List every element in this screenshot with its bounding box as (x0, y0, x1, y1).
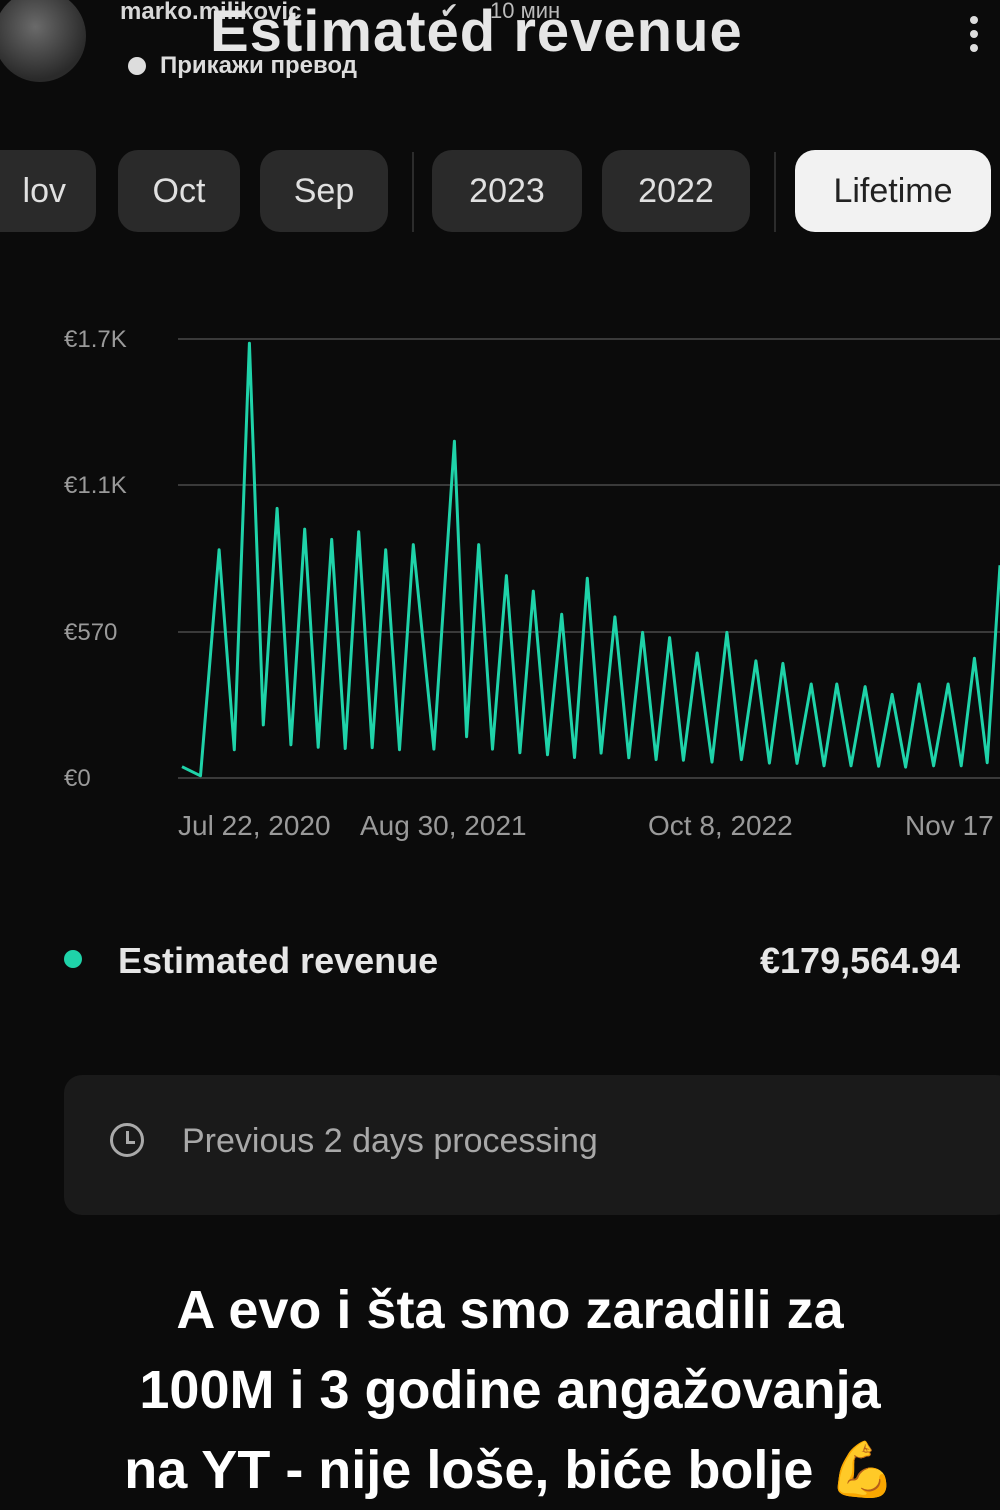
story-caption: A evo i šta smo zaradili za 100M i 3 god… (0, 1270, 1000, 1510)
y-tick-label: €570 (64, 619, 118, 646)
x-tick-label: Jul 22, 2020 (178, 810, 331, 841)
gridline (178, 338, 1000, 340)
translate-link[interactable]: Прикажи превод (128, 52, 357, 80)
username[interactable]: marko.milikovic (120, 0, 302, 25)
y-tick-label: €0 (64, 765, 91, 792)
gridline (178, 777, 1000, 779)
legend-dot (64, 950, 82, 968)
x-tick-label: Oct 8, 2022 (648, 810, 793, 841)
processing-notice-text: Previous 2 days processing (182, 1122, 598, 1160)
processing-notice (64, 1075, 1000, 1215)
chip-nov[interactable]: lov (0, 150, 96, 232)
flexed-biceps-emoji: 💪 (828, 1440, 896, 1500)
chip-2023[interactable]: 2023 (432, 150, 582, 232)
gridline (178, 484, 1000, 486)
caption-line: 100M i 3 godine angažovanja (139, 1360, 881, 1420)
total-revenue-value: €179,564.94 (760, 940, 961, 981)
chip-divider (412, 152, 414, 232)
caption-line: A evo i šta smo zaradili za (176, 1280, 844, 1340)
caption-line-text: na YT - nije loše, biće bolje (124, 1440, 814, 1500)
avatar[interactable] (0, 0, 86, 82)
translate-icon (128, 57, 146, 75)
x-tick-label: Nov 17 (905, 810, 994, 841)
series-line-estimated-revenue (181, 341, 1000, 778)
chip-sep[interactable]: Sep (260, 150, 388, 232)
chip-2022[interactable]: 2022 (602, 150, 750, 232)
more-options-icon[interactable] (962, 10, 986, 70)
x-tick-label: Aug 30, 2021 (360, 810, 527, 841)
chip-divider (774, 152, 776, 232)
post-time: 10 мин (490, 0, 561, 23)
legend-label: Estimated revenue (118, 940, 439, 981)
story-header: marko.milikovic ✔ 10 мин Прикажи превод … (0, 0, 1000, 100)
chip-lifetime[interactable]: Lifetime (795, 150, 991, 232)
page-title: Estimated revenue (210, 0, 743, 64)
revenue-chart[interactable] (0, 300, 1000, 800)
chip-oct[interactable]: Oct (118, 150, 240, 232)
y-tick-label: €1.7K (64, 326, 127, 353)
check-badge-icon: ✔ (440, 0, 459, 23)
translate-label: Прикажи превод (160, 52, 357, 79)
caption-line: na YT - nije loše, biće bolje 💪 (0, 1430, 1000, 1510)
gridline (178, 631, 1000, 633)
clock-icon (110, 1123, 144, 1157)
y-tick-label: €1.1K (64, 472, 127, 499)
